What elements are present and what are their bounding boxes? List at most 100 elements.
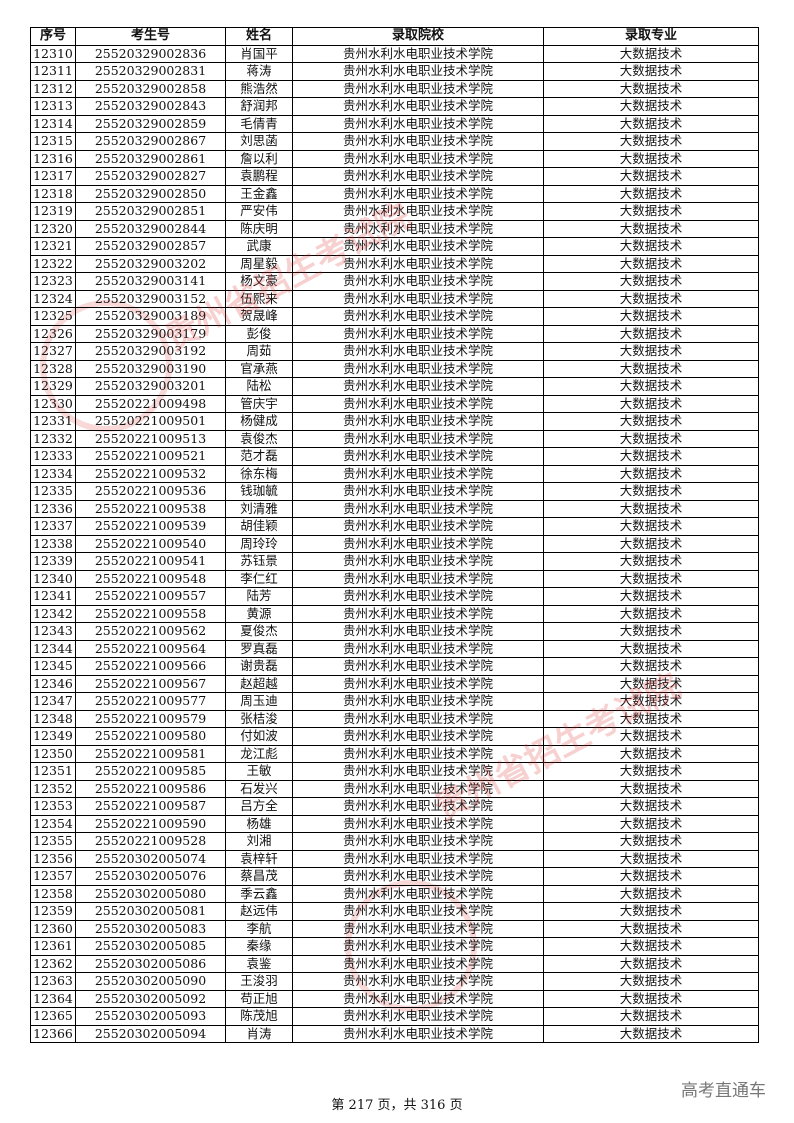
cell-name: 钱珈毓 [225,482,293,501]
cell-major: 大数据技术 [543,359,759,378]
cell-school: 贵州水利水电职业技术学院 [292,902,544,921]
table-row: 12352 25520221009586 石发兴 贵州水利水电职业技术学院 大数据技术 [30,779,759,798]
cell-school: 贵州水利水电职业技术学院 [292,727,544,746]
cell-exam-id: 25520221009541 [75,552,226,571]
cell-index: 12352 [30,779,76,798]
cell-school: 贵州水利水电职业技术学院 [292,639,544,658]
cell-school: 贵州水利水电职业技术学院 [292,884,544,903]
cell-exam-id: 25520221009564 [75,639,226,658]
cell-index: 12362 [30,954,76,973]
cell-index: 12359 [30,902,76,921]
cell-major: 大数据技术 [543,674,759,693]
cell-exam-id: 25520221009539 [75,517,226,536]
cell-name: 袁俊杰 [225,429,293,448]
cell-exam-id: 25520329002851 [75,202,226,221]
table-row: 12354 25520221009590 杨雄 贵州水利水电职业技术学院 大数据技术 [30,814,759,833]
cell-index: 12331 [30,412,76,431]
cell-school: 贵州水利水电职业技术学院 [292,709,544,728]
cell-exam-id: 25520221009513 [75,429,226,448]
table-row: 12357 25520302005076 蔡昌茂 贵州水利水电职业技术学院 大数据技术 [30,867,759,886]
cell-name: 赵远伟 [225,902,293,921]
cell-major: 大数据技术 [543,657,759,676]
cell-major: 大数据技术 [543,954,759,973]
cell-exam-id: 25520221009528 [75,832,226,851]
cell-exam-id: 25520329002827 [75,167,226,186]
cell-school: 贵州水利水电职业技术学院 [292,867,544,886]
cell-exam-id: 25520302005086 [75,954,226,973]
cell-major: 大数据技术 [543,534,759,553]
cell-name: 秦缘 [225,937,293,956]
cell-exam-id: 25520329002861 [75,149,226,168]
cell-name: 杨健成 [225,412,293,431]
cell-exam-id: 25520329003189 [75,307,226,326]
cell-name: 舒润邦 [225,97,293,116]
cell-index: 12323 [30,272,76,291]
cell-name: 肖国平 [225,44,293,63]
cell-school: 贵州水利水电职业技术学院 [292,779,544,798]
table-row: 12313 25520329002843 舒润邦 贵州水利水电职业技术学院 大数据技术 [30,97,759,116]
cell-index: 12344 [30,639,76,658]
page-footer: 第 217 页，共 316 页 [331,1098,463,1113]
table-row: 12356 25520302005074 袁梓轩 贵州水利水电职业技术学院 大数据技术 [30,849,759,868]
cell-exam-id: 25520221009590 [75,814,226,833]
cell-index: 12319 [30,202,76,221]
cell-exam-id: 25520329002857 [75,237,226,256]
cell-school: 贵州水利水电职业技术学院 [292,919,544,938]
cell-name: 杨雄 [225,814,293,833]
cell-school: 贵州水利水电职业技术学院 [292,499,544,518]
table-row: 12329 25520329003201 陆松 贵州水利水电职业技术学院 大数据技术 [30,377,759,396]
cell-index: 12364 [30,989,76,1008]
cell-exam-id: 25520329002858 [75,79,226,98]
cell-major: 大数据技术 [543,587,759,606]
table-row: 12335 25520221009536 钱珈毓 贵州水利水电职业技术学院 大数据技术 [30,482,759,501]
cell-name: 周玉迪 [225,692,293,711]
cell-major: 大数据技术 [543,132,759,151]
cell-name: 伍熙来 [225,289,293,308]
table-row: 12336 25520221009538 刘清雅 贵州水利水电职业技术学院 大数据技术 [30,499,759,518]
cell-index: 12337 [30,517,76,536]
cell-name: 李仁红 [225,569,293,588]
cell-major: 大数据技术 [543,797,759,816]
table-row: 12317 25520329002827 袁鹏程 贵州水利水电职业技术学院 大数据技术 [30,167,759,186]
cell-school: 贵州水利水电职业技术学院 [292,97,544,116]
table-row: 12358 25520302005080 季云鑫 贵州水利水电职业技术学院 大数据技术 [30,884,759,903]
cell-name: 苟正旭 [225,989,293,1008]
cell-index: 12357 [30,867,76,886]
cell-school: 贵州水利水电职业技术学院 [292,342,544,361]
cell-index: 12347 [30,692,76,711]
cell-major: 大数据技术 [543,342,759,361]
table-row: 12340 25520221009548 李仁红 贵州水利水电职业技术学院 大数据技术 [30,569,759,588]
cell-index: 12346 [30,674,76,693]
cell-school: 贵州水利水电职业技术学院 [292,832,544,851]
cell-exam-id: 25520221009580 [75,727,226,746]
cell-school: 贵州水利水电职业技术学院 [292,44,544,63]
cell-exam-id: 25520221009566 [75,657,226,676]
header-exam-id: 考生号 [75,27,226,46]
table-row: 12341 25520221009557 陆芳 贵州水利水电职业技术学院 大数据技术 [30,587,759,606]
cell-major: 大数据技术 [543,517,759,536]
cell-name: 刘清雅 [225,499,293,518]
cell-index: 12311 [30,62,76,81]
cell-index: 12355 [30,832,76,851]
cell-major: 大数据技术 [543,692,759,711]
table-row: 12325 25520329003189 贺晟峰 贵州水利水电职业技术学院 大数据技术 [30,307,759,326]
cell-index: 12360 [30,919,76,938]
cell-index: 12343 [30,622,76,641]
cell-name: 蔡昌茂 [225,867,293,886]
cell-name: 毛倩青 [225,114,293,133]
cell-index: 12318 [30,184,76,203]
cell-exam-id: 25520302005094 [75,1024,226,1043]
cell-school: 贵州水利水电职业技术学院 [292,989,544,1008]
cell-school: 贵州水利水电职业技术学院 [292,219,544,238]
cell-school: 贵州水利水电职业技术学院 [292,289,544,308]
cell-name: 吕方全 [225,797,293,816]
cell-index: 12349 [30,727,76,746]
cell-index: 12320 [30,219,76,238]
cell-index: 12326 [30,324,76,343]
cell-major: 大数据技术 [543,884,759,903]
cell-exam-id: 25520221009498 [75,394,226,413]
cell-index: 12313 [30,97,76,116]
cell-name: 周星毅 [225,254,293,273]
cell-major: 大数据技术 [543,622,759,641]
cell-major: 大数据技术 [543,429,759,448]
